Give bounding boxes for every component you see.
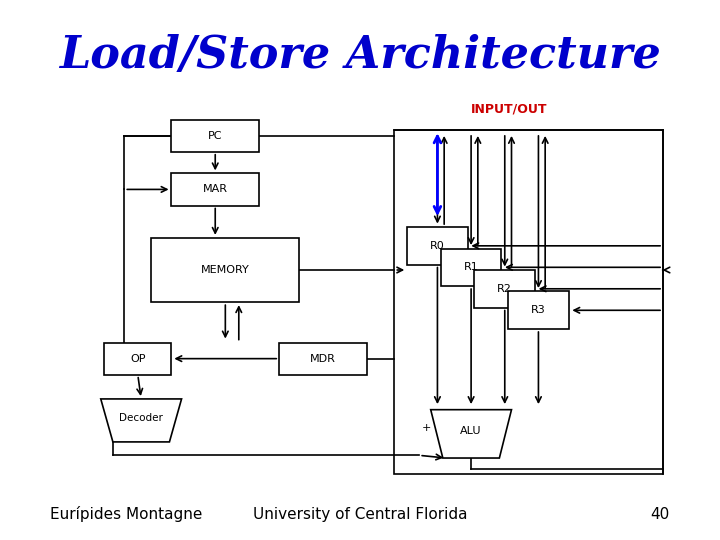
Text: MDR: MDR	[310, 354, 336, 363]
Text: OP: OP	[130, 354, 145, 363]
FancyBboxPatch shape	[474, 270, 535, 308]
Text: R0: R0	[430, 241, 445, 251]
FancyBboxPatch shape	[279, 342, 366, 375]
Text: MAR: MAR	[203, 185, 228, 194]
Text: R1: R1	[464, 262, 479, 272]
FancyBboxPatch shape	[394, 130, 663, 474]
Text: +: +	[421, 423, 431, 434]
Text: MEMORY: MEMORY	[201, 265, 250, 275]
Text: Load/Store Architecture: Load/Store Architecture	[59, 33, 661, 77]
Polygon shape	[431, 410, 511, 458]
FancyBboxPatch shape	[171, 173, 259, 206]
Polygon shape	[101, 399, 181, 442]
FancyBboxPatch shape	[508, 292, 569, 329]
Text: R3: R3	[531, 305, 546, 315]
Text: 40: 40	[650, 508, 670, 523]
Text: PC: PC	[208, 131, 222, 141]
FancyBboxPatch shape	[171, 119, 259, 152]
Text: Eurípides Montagne: Eurípides Montagne	[50, 507, 202, 523]
Text: R2: R2	[498, 284, 512, 294]
Text: ALU: ALU	[460, 426, 482, 436]
FancyBboxPatch shape	[441, 248, 501, 286]
Text: University of Central Florida: University of Central Florida	[253, 508, 467, 523]
Text: Decoder: Decoder	[120, 413, 163, 423]
FancyBboxPatch shape	[104, 342, 171, 375]
FancyBboxPatch shape	[151, 238, 300, 302]
Text: INPUT/OUT: INPUT/OUT	[471, 103, 548, 116]
FancyBboxPatch shape	[407, 227, 468, 265]
